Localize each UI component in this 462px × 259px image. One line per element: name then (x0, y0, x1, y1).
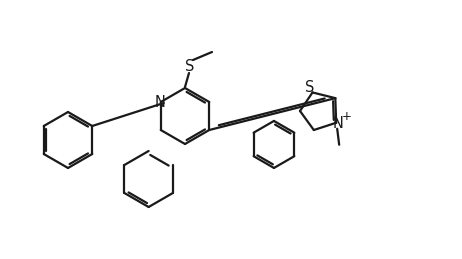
Text: S: S (305, 80, 314, 95)
Text: N: N (333, 116, 344, 131)
Text: N: N (154, 95, 165, 110)
Text: +: + (342, 110, 352, 123)
Text: S: S (185, 59, 195, 74)
